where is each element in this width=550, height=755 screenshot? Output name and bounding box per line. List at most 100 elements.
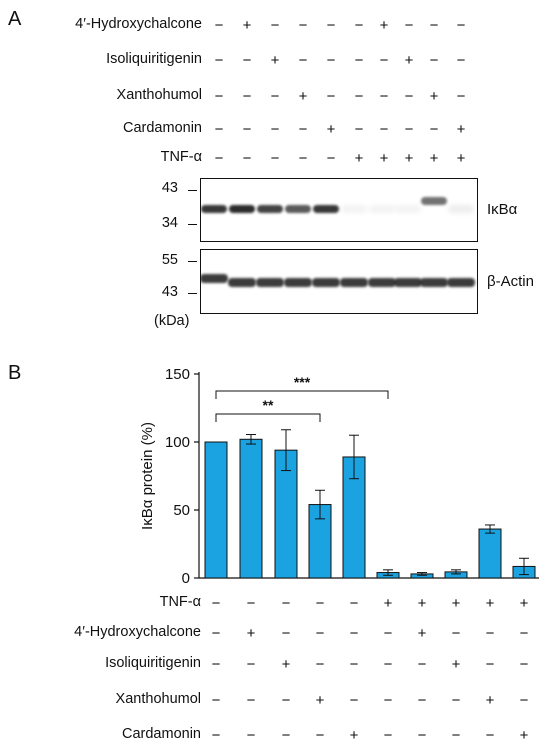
- panel-b-sign: +: [383, 595, 393, 612]
- panel-b-sign: +: [246, 625, 256, 642]
- panel-b-letter: B: [8, 362, 22, 384]
- panel-b-sign: −: [383, 656, 393, 673]
- mw-ikb-top: 43: [161, 180, 178, 196]
- panel-b-sign: +: [281, 656, 291, 673]
- bar: [204, 441, 228, 579]
- y-axis-label: IκBα protein (%): [139, 422, 156, 530]
- panel-a-sign: +: [379, 17, 389, 34]
- panel-b-sign: −: [211, 727, 221, 744]
- panel-b-sign: +: [417, 625, 427, 642]
- panel-a-sign: −: [270, 88, 280, 105]
- panel-a-sign: −: [242, 52, 252, 69]
- blot-ikb-panel: [200, 178, 478, 242]
- panel-a-sign: −: [456, 17, 466, 34]
- panel-a-sign: +: [456, 150, 466, 167]
- panel-a-sign: −: [354, 88, 364, 105]
- panel-b-row-label: TNF-α: [159, 594, 201, 610]
- ikb-band: [313, 205, 339, 213]
- panel-b-sign: −: [211, 692, 221, 709]
- panel-b-sign: +: [451, 595, 461, 612]
- panel-a-sign: −: [270, 17, 280, 34]
- panel-a-row-label: Cardamonin: [123, 120, 202, 136]
- panel-b-sign: −: [519, 625, 529, 642]
- panel-b-sign: −: [281, 625, 291, 642]
- panel-a-sign: −: [326, 17, 336, 34]
- panel-b-row-label: Cardamonin: [122, 726, 201, 742]
- panel-a-sign: −: [354, 17, 364, 34]
- mw-actin-bottom: 43: [161, 284, 178, 300]
- panel-a-sign: −: [429, 52, 439, 69]
- panel-a-sign: −: [214, 88, 224, 105]
- actin-band: [228, 278, 256, 287]
- panel-b-sign: −: [211, 656, 221, 673]
- panel-a-sign: −: [298, 121, 308, 138]
- bar: [239, 438, 263, 579]
- mw-ikb-bottom: 34: [161, 215, 178, 231]
- blot-actin-panel: [200, 249, 478, 314]
- panel-a-sign: −: [214, 52, 224, 69]
- panel-a-sign: −: [214, 17, 224, 34]
- y-tick-label: 50: [173, 502, 190, 519]
- mw-tick: [188, 190, 197, 191]
- panel-a-sign: −: [242, 150, 252, 167]
- panel-a-sign: −: [298, 150, 308, 167]
- actin-band: [256, 278, 284, 287]
- mw-actin-top: 55: [161, 252, 178, 268]
- panel-a-row-label: Xanthohumol: [116, 87, 202, 103]
- panel-a-sign: +: [429, 88, 439, 105]
- panel-b-sign: −: [211, 595, 221, 612]
- panel-b-sign: −: [417, 692, 427, 709]
- panel-a-sign: +: [298, 88, 308, 105]
- panel-b-sign: −: [451, 692, 461, 709]
- panel-a-sign: +: [379, 150, 389, 167]
- panel-a-sign: −: [242, 88, 252, 105]
- actin-band: [447, 278, 475, 287]
- panel-b-sign: +: [485, 692, 495, 709]
- ikb-band: [257, 205, 283, 213]
- panel-a-letter: A: [8, 8, 22, 30]
- panel-a-sign: −: [456, 88, 466, 105]
- panel-a-sign: −: [429, 121, 439, 138]
- panel-b-sign: −: [485, 727, 495, 744]
- actin-band: [420, 278, 448, 287]
- panel-a-sign: −: [404, 17, 414, 34]
- mw-unit: (kDa): [154, 313, 190, 329]
- panel-b-sign: +: [417, 595, 427, 612]
- panel-b-sign: −: [519, 692, 529, 709]
- panel-a-sign: −: [429, 17, 439, 34]
- panel-b-sign: −: [281, 727, 291, 744]
- y-tick-label: 0: [182, 570, 190, 587]
- panel-a-sign: +: [456, 121, 466, 138]
- panel-a-sign: −: [404, 121, 414, 138]
- panel-b-sign: −: [451, 625, 461, 642]
- panel-b-row-label: Xanthohumol: [115, 691, 201, 707]
- panel-a-sign: +: [242, 17, 252, 34]
- actin-band: [394, 278, 422, 287]
- panel-a-sign: +: [429, 150, 439, 167]
- panel-a-sign: −: [379, 121, 389, 138]
- ikb-band: [395, 205, 421, 213]
- panel-a-sign: −: [326, 52, 336, 69]
- blot-ikb-label: IκBα: [487, 201, 518, 218]
- panel-a-sign: −: [270, 121, 280, 138]
- panel-b-sign: +: [315, 692, 325, 709]
- significance-label: ***: [294, 374, 311, 390]
- panel-a-sign: −: [298, 17, 308, 34]
- panel-a-sign: −: [326, 88, 336, 105]
- significance-bracket: [215, 413, 321, 422]
- ikb-band: [421, 197, 447, 205]
- panel-b-sign: −: [246, 595, 256, 612]
- panel-b-sign: −: [451, 727, 461, 744]
- blot-actin-label: β-Actin: [487, 273, 534, 290]
- panel-b-sign: −: [246, 727, 256, 744]
- ikb-band: [229, 205, 255, 213]
- panel-b-sign: −: [383, 625, 393, 642]
- panel-a-sign: −: [379, 52, 389, 69]
- panel-a-sign: +: [404, 52, 414, 69]
- panel-b-sign: −: [519, 656, 529, 673]
- panel-b-sign: −: [485, 656, 495, 673]
- panel-b-sign: +: [349, 727, 359, 744]
- panel-b-sign: −: [246, 656, 256, 673]
- panel-a-sign: −: [298, 52, 308, 69]
- panel-a-sign: −: [326, 150, 336, 167]
